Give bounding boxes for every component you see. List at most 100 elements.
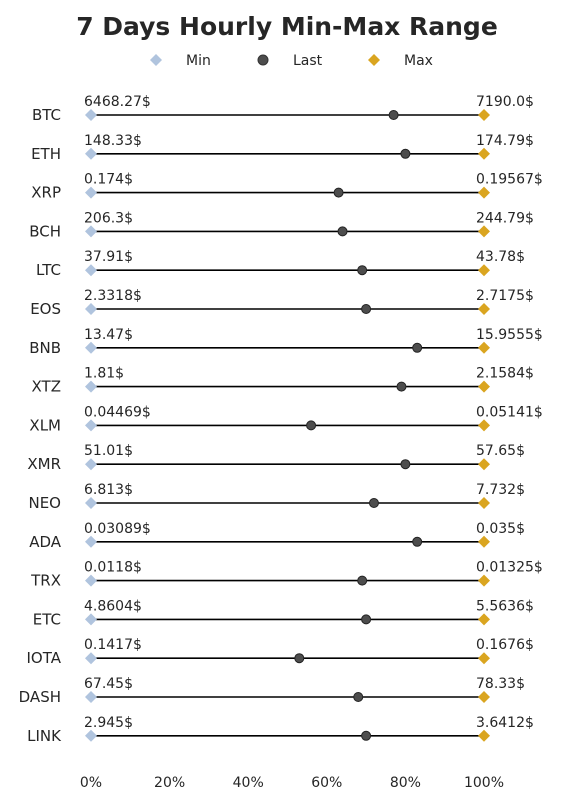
category-label: DASH xyxy=(19,688,61,706)
max-marker xyxy=(478,652,490,665)
min-marker xyxy=(85,419,97,432)
legend-label-max: Max xyxy=(404,53,433,69)
max-marker xyxy=(478,574,490,587)
max-marker xyxy=(478,147,490,160)
min-label: 0.04469$ xyxy=(84,404,151,420)
row-link: LINK 2.945$ 3.6412$ xyxy=(27,715,534,745)
max-marker xyxy=(478,380,490,393)
x-tick-label: 20% xyxy=(154,775,185,791)
min-marker xyxy=(85,109,97,121)
last-marker xyxy=(361,614,372,625)
min-label: 0.0118$ xyxy=(84,560,142,576)
chart-title: 7 Days Hourly Min-Max Range xyxy=(76,12,498,41)
last-marker xyxy=(368,498,379,508)
last-marker xyxy=(357,265,368,276)
max-marker xyxy=(478,341,490,354)
row-xrp: XRP 0.174$ 0.19567$ xyxy=(31,172,543,202)
category-label: ETC xyxy=(33,610,61,628)
last-marker xyxy=(388,110,399,120)
last-marker xyxy=(400,148,411,159)
min-marker xyxy=(85,652,97,665)
min-marker xyxy=(85,341,97,354)
last-marker xyxy=(412,536,423,547)
legend-marker-last xyxy=(257,54,269,66)
min-label: 1.81$ xyxy=(84,366,124,382)
last-marker xyxy=(361,730,372,741)
row-etc: ETC 4.8604$ 5.5636$ xyxy=(33,598,534,628)
x-tick-label: 60% xyxy=(311,775,342,791)
min-label: 0.03089$ xyxy=(84,521,151,537)
max-marker xyxy=(478,303,490,315)
category-label: ADA xyxy=(29,533,62,551)
max-label: 2.1584$ xyxy=(476,366,534,382)
max-label: 0.1676$ xyxy=(476,637,534,653)
max-label: 2.7175$ xyxy=(476,288,534,304)
min-marker xyxy=(85,497,97,509)
min-label: 2.3318$ xyxy=(84,288,142,304)
max-label: 43.78$ xyxy=(476,249,525,265)
last-marker xyxy=(353,692,364,702)
min-marker xyxy=(85,729,97,742)
min-marker xyxy=(85,225,97,238)
max-marker xyxy=(478,109,490,121)
min-marker xyxy=(85,458,97,471)
row-bnb: BNB 13.47$ 15.9555$ xyxy=(29,327,543,357)
max-label: 244.79$ xyxy=(476,210,534,226)
max-marker xyxy=(478,535,490,548)
last-marker xyxy=(400,459,411,470)
min-marker xyxy=(85,574,97,587)
max-marker xyxy=(478,497,490,509)
max-marker xyxy=(478,264,490,277)
max-label: 0.05141$ xyxy=(476,404,543,420)
min-marker xyxy=(85,535,97,548)
max-label: 15.9555$ xyxy=(476,327,543,343)
min-label: 37.91$ xyxy=(84,249,133,265)
legend-marker-min xyxy=(150,54,162,66)
min-label: 148.33$ xyxy=(84,133,142,149)
max-label: 7.732$ xyxy=(476,482,525,498)
row-trx: TRX 0.0118$ 0.01325$ xyxy=(30,560,543,590)
chart-rows: BTC 6468.27$ 7190.0$ ETH 148.33$ 174.79$ XRP 0.… xyxy=(19,94,543,745)
min-label: 6.813$ xyxy=(84,482,133,498)
category-label: XLM xyxy=(29,416,61,434)
min-marker xyxy=(85,691,97,703)
category-label: LTC xyxy=(36,261,61,279)
category-label: BNB xyxy=(29,339,61,357)
last-marker xyxy=(306,420,317,431)
category-label: BCH xyxy=(29,222,61,240)
category-label: LINK xyxy=(27,727,62,745)
last-marker xyxy=(361,304,372,314)
last-marker xyxy=(294,653,305,664)
min-marker xyxy=(85,147,97,160)
max-marker xyxy=(478,458,490,471)
category-label: XRP xyxy=(31,184,61,202)
category-label: XTZ xyxy=(32,378,61,396)
min-label: 13.47$ xyxy=(84,327,133,343)
max-label: 5.5636$ xyxy=(476,598,534,614)
row-neo: NEO 6.813$ 7.732$ xyxy=(28,482,525,512)
row-bch: BCH 206.3$ 244.79$ xyxy=(29,210,534,240)
legend-marker-max xyxy=(368,54,380,66)
min-marker xyxy=(85,613,97,626)
min-label: 51.01$ xyxy=(84,443,133,459)
max-marker xyxy=(478,225,490,238)
category-label: NEO xyxy=(28,494,61,512)
row-xtz: XTZ 1.81$ 2.1584$ xyxy=(32,366,534,396)
x-axis: 0% 20% 40% 60% 80% 100% xyxy=(80,775,504,791)
min-label: 4.8604$ xyxy=(84,598,142,614)
last-marker xyxy=(337,226,348,237)
min-label: 6468.27$ xyxy=(84,94,151,110)
category-label: TRX xyxy=(30,572,61,590)
max-marker xyxy=(478,186,490,199)
x-tick-label: 100% xyxy=(464,775,504,791)
row-iota: IOTA 0.1417$ 0.1676$ xyxy=(27,637,534,667)
max-label: 57.65$ xyxy=(476,443,525,459)
row-eos: EOS 2.3318$ 2.7175$ xyxy=(30,288,534,318)
row-btc: BTC 6468.27$ 7190.0$ xyxy=(32,94,534,124)
max-marker xyxy=(478,729,490,742)
legend: Min Last Max xyxy=(150,53,433,69)
x-tick-label: 80% xyxy=(390,775,421,791)
row-dash: DASH 67.45$ 78.33$ xyxy=(19,676,525,706)
row-xmr: XMR 51.01$ 57.65$ xyxy=(27,443,525,473)
max-label: 78.33$ xyxy=(476,676,525,692)
